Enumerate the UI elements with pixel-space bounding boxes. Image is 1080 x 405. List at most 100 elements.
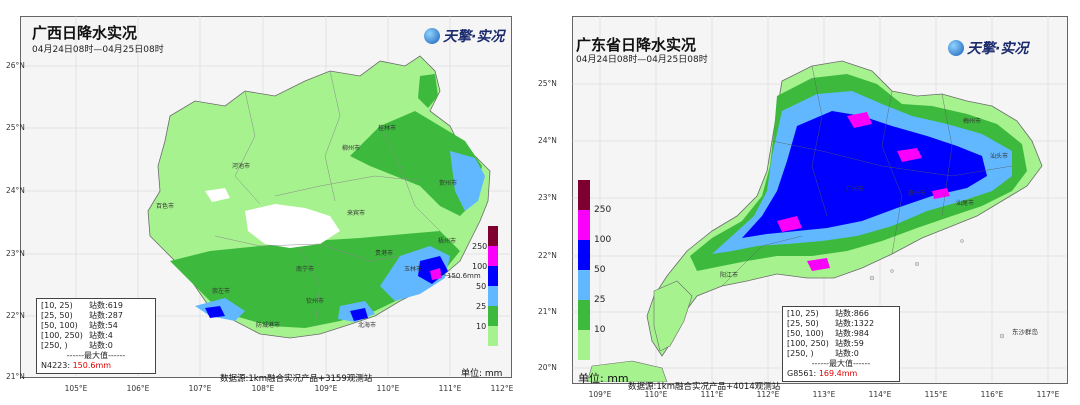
city-label: 南宁市 <box>296 266 315 273</box>
logo: 天擎·实况 <box>424 26 504 46</box>
lat-label: 23°N <box>6 249 25 258</box>
city-label: 防城港市 <box>256 322 281 329</box>
unit-label: 单位: mm <box>461 369 503 379</box>
max-value: 169.4mm <box>818 369 858 378</box>
lat-label: 24°N <box>538 136 557 145</box>
city-label: 北海市 <box>358 322 377 329</box>
lon-label: 117°E <box>1036 390 1060 399</box>
city-label: 汕头市 <box>990 153 1009 160</box>
lon-label: 111°E <box>700 390 724 399</box>
city-label: 广州市 <box>846 186 865 193</box>
city-label: 钦州市 <box>306 298 325 305</box>
max-value: 150.6mm <box>72 361 112 370</box>
station-stats-box: [10, 25) 站数:866 [25, 50) 站数:1322 [50, 100)… <box>782 306 900 382</box>
lon-label: 108°E <box>251 384 275 393</box>
city-label: 河池市 <box>232 163 251 170</box>
data-source: 数据源:1km融合实况产品+3159观测站 <box>220 374 373 384</box>
map-title: 广东省日降水实况 <box>576 36 697 54</box>
city-label: 崇左市 <box>212 288 231 295</box>
no-rain-area <box>245 204 340 248</box>
lon-label: 113°E <box>812 390 836 399</box>
station-stats-box: [10, 25) 站数:619 [25, 50) 站数:287 [50, 100) 站… <box>36 298 156 374</box>
lat-label: 25°N <box>538 79 557 88</box>
lat-label: 21°N <box>538 307 557 316</box>
max-value-row: G8561: 169.4mm <box>787 369 858 378</box>
unit-label: 单位: mm <box>578 372 629 385</box>
city-label: 阳江市 <box>720 272 739 279</box>
globe-icon <box>948 40 964 56</box>
lon-label: 112°E <box>756 390 780 399</box>
guangdong-map <box>572 16 1066 382</box>
logo: 天擎·实况 <box>948 38 1028 58</box>
lat-label: 26°N <box>6 61 25 70</box>
lon-label: 106°E <box>126 384 150 393</box>
data-source: 数据源:1km融合实况产品+4014观测站 <box>628 382 781 392</box>
stat-row: [50, 100) 站数:984 <box>787 329 869 338</box>
legend-color-bar <box>578 180 590 360</box>
lat-label: 22°N <box>538 251 557 260</box>
stat-row: [100, 250) 站数:4 <box>41 331 113 340</box>
legend-swatch <box>578 210 590 240</box>
city-label: 玉林市 <box>404 266 423 273</box>
legend-swatch <box>578 330 590 360</box>
max-label: ------最大值------ <box>66 351 126 360</box>
legend-level: 250 <box>594 205 612 215</box>
city-label: 桂林市 <box>378 125 397 132</box>
lon-label: 111°E <box>438 384 462 393</box>
stat-row: [10, 25) 站数:619 <box>41 301 123 310</box>
legend-level: 250 <box>472 242 488 251</box>
legend-swatch <box>488 226 498 246</box>
logo-text: 天擎·实况 <box>967 41 1029 57</box>
city-label: 汕尾市 <box>956 200 975 207</box>
city-label: 百色市 <box>156 203 175 210</box>
city-label: 柳州市 <box>342 145 361 152</box>
legend-level: 100 <box>594 235 612 245</box>
lat-label: 21°N <box>6 372 25 381</box>
lon-label: 116°E <box>980 390 1004 399</box>
stat-row: [10, 25) 站数:866 <box>787 309 869 318</box>
lat-label: 22°N <box>6 311 25 320</box>
lon-label: 112°E <box>490 384 514 393</box>
island-label: 东沙群岛 <box>1012 328 1038 336</box>
legend-swatch <box>488 326 498 346</box>
lat-label: 24°N <box>6 186 25 195</box>
map-peak-value-label: 150.6mm <box>447 272 481 280</box>
legend-level: 50 <box>594 265 606 275</box>
max-value-row: N4223: 150.6mm <box>41 361 112 370</box>
city-label: 梧州市 <box>438 238 457 245</box>
city-label: 贵港市 <box>375 250 394 257</box>
lon-label: 114°E <box>868 390 892 399</box>
legend-level: 100 <box>472 262 488 271</box>
globe-icon <box>424 28 440 44</box>
stat-row: [50, 100) 站数:54 <box>41 321 118 330</box>
legend-swatch <box>578 180 590 210</box>
lat-label: 23°N <box>538 193 557 202</box>
lat-label: 25°N <box>6 123 25 132</box>
lon-label: 110°E <box>376 384 400 393</box>
legend-level: 10 <box>594 325 606 335</box>
city-label: 贺州市 <box>439 180 458 187</box>
legend-swatch <box>578 240 590 270</box>
legend-swatch <box>578 300 590 330</box>
lon-label: 115°E <box>924 390 948 399</box>
legend-swatch <box>488 246 498 266</box>
stat-row: [25, 50) 站数:1322 <box>787 319 875 328</box>
guangxi-map <box>20 16 510 376</box>
legend-swatch <box>488 306 498 326</box>
city-label: 梅州市 <box>963 118 982 125</box>
legend-color-bar <box>488 226 498 346</box>
stat-row: [25, 50) 站数:287 <box>41 311 123 320</box>
stat-row: [250, ) 站数:0 <box>41 341 113 350</box>
max-label: ------最大值------ <box>811 359 871 368</box>
lon-label: 107°E <box>188 384 212 393</box>
stat-row: [250, ) 站数:0 <box>787 349 859 358</box>
lon-label: 109°E <box>314 384 338 393</box>
stat-row: [100, 250) 站数:59 <box>787 339 864 348</box>
map-subtitle: 04月24日08时—04月25日08时 <box>576 55 708 65</box>
city-label: 来宾市 <box>347 210 366 217</box>
map-subtitle: 04月24日08时—04月25日08时 <box>32 45 164 55</box>
legend-swatch <box>578 270 590 300</box>
guangdong-panel: 梅州市 汕头市 广州市 惠州市 汕尾市 阳江市 东沙群岛 广东省日降水实况 04… <box>538 8 1074 399</box>
legend-swatch <box>488 286 498 306</box>
guangxi-panel: 150.6mm 河池市 柳州市 桂林市 贺州市 百色市 来宾市 梧州市 贵港市 … <box>6 8 518 398</box>
